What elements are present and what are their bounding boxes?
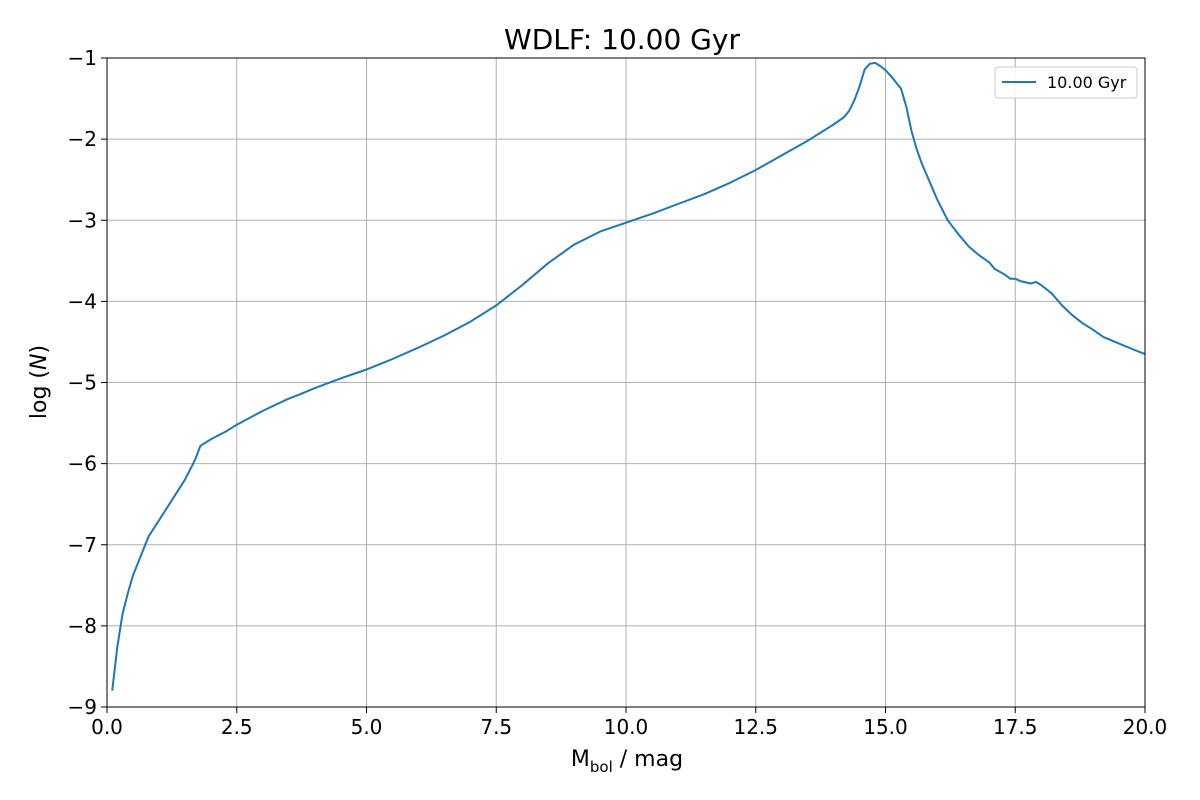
x-axis: 0.0 2.5 5.0 7.5 10.0 12.5 15.0 17.5 20.0 [91,707,1167,739]
x-axis-label-main: M [571,747,590,772]
y-tick-label: −1 [68,46,97,70]
x-tick-label: 10.0 [604,715,649,739]
legend-box [994,66,1138,99]
x-axis-label-unit: / mag [613,747,683,772]
x-tick-label: 20.0 [1123,715,1168,739]
y-tick-label: −9 [68,695,97,719]
y-tick-label: −8 [68,614,97,638]
y-tick-label: −2 [68,127,97,151]
series-layer [111,61,1146,691]
chart-title: WDLF: 10.00 Gyr [504,23,740,56]
x-tick-label: 0.0 [91,715,123,739]
x-tick-label: 2.5 [221,715,253,739]
legend: 10.00 Gyr [994,66,1138,99]
y-axis-label-symbol: N [27,354,52,370]
y-tick-label: −5 [68,371,97,395]
x-axis-label: Mbol / mag [571,747,683,776]
x-tick-label: 5.0 [351,715,383,739]
x-tick-label: 12.5 [733,715,778,739]
y-tick-label: −4 [68,289,97,313]
y-tick-label: −6 [68,452,97,476]
y-axis-label-suffix: ) [27,345,52,354]
legend-label: 10.00 Gyr [1047,73,1127,92]
y-axis-label: log (N) [27,345,52,419]
y-tick-label: −7 [68,533,97,557]
y-axis-label-prefix: log ( [27,370,52,419]
x-tick-label: 15.0 [863,715,908,739]
series-line [111,61,1146,691]
y-tick-label: −3 [68,208,97,232]
x-tick-label: 17.5 [993,715,1038,739]
x-tick-label: 7.5 [480,715,512,739]
y-axis: −9 −8 −7 −6 −5 −4 −3 −2 −1 [68,46,107,719]
x-axis-label-subscript: bol [590,758,613,776]
